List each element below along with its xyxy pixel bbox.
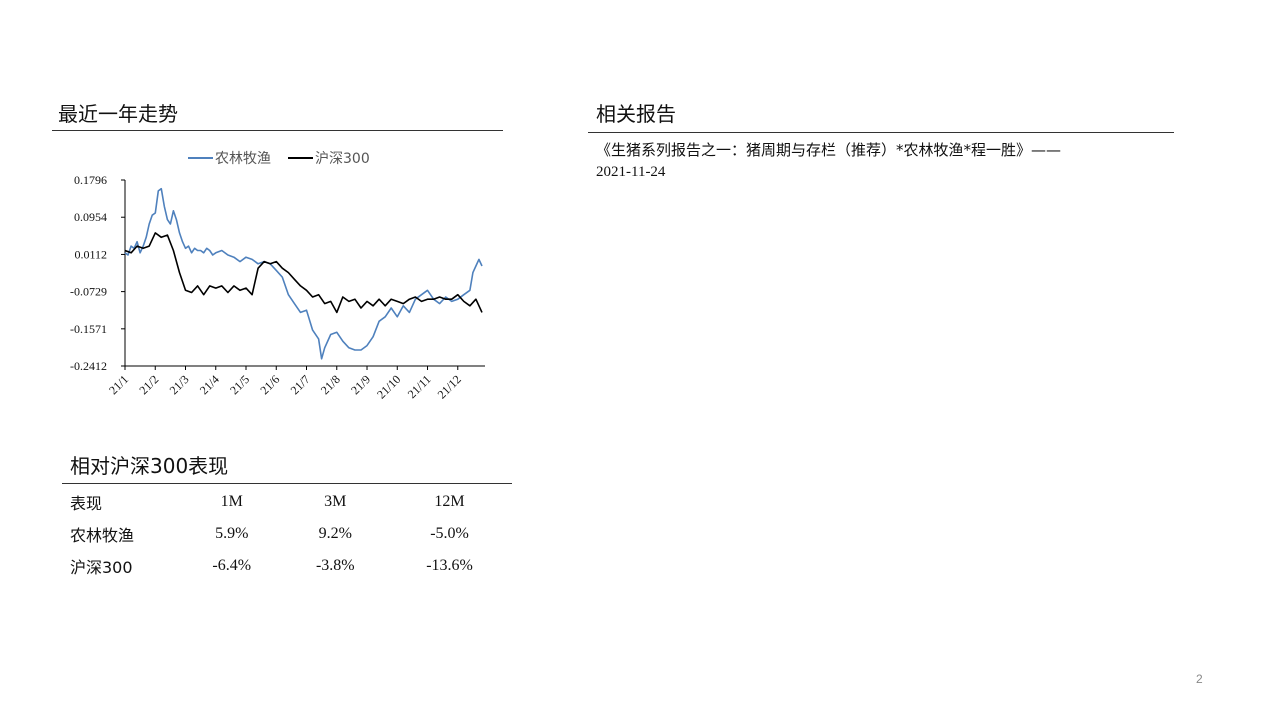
chart-axes: 0.17960.09540.0112-0.0729-0.1571-0.24122… [70, 173, 485, 401]
table-cell: 9.2% [318, 525, 352, 542]
x-tick-label: 21/12 [435, 372, 464, 401]
x-tick-label: 21/9 [348, 372, 373, 397]
table-cell: -5.0% [430, 525, 469, 542]
x-tick-label: 21/11 [405, 372, 434, 401]
series-line-0 [124, 187, 483, 360]
y-tick-label: -0.1571 [70, 322, 107, 336]
table-cell: -6.4% [212, 557, 252, 574]
report-date: 2021-11-24 [596, 164, 666, 180]
reports-title-divider [588, 132, 1174, 133]
y-tick-label: -0.0729 [70, 285, 107, 299]
row-label: 农林牧渔 [70, 526, 135, 545]
relative-performance-divider [62, 483, 512, 484]
trend-chart: 农林牧渔 沪深300 0.1796 0.0954 0.0112 -0.0729 -0.15… [52, 140, 512, 420]
table-cell: -3.8% [315, 557, 355, 574]
page-number: 2 [1196, 672, 1203, 686]
x-tick-label: 21/10 [374, 372, 403, 401]
report-text[interactable]: 《生猪系列报告之一：猪周期与存栏（推荐）*农林牧渔*程一胜》—— [596, 141, 1062, 159]
y-tick-label: -0.2412 [70, 359, 107, 373]
x-tick-label: 21/7 [288, 372, 313, 397]
chart-series-layer [124, 187, 483, 360]
table-row: 沪深300 -6.4% -3.8% -13.6% [62, 550, 512, 582]
table-header-cell: 12M [434, 493, 465, 510]
chart-legend: 农林牧渔 沪深300 [188, 151, 370, 167]
table-header-row: 表现 1M 3M 12M [62, 486, 512, 518]
legend-label: 农林牧渔 [215, 151, 271, 167]
x-tick-label: 21/4 [197, 372, 222, 397]
legend-label: 沪深300 [315, 151, 370, 167]
table-row: 农林牧渔 5.9% 9.2% -5.0% [62, 518, 512, 550]
trend-title-divider [52, 130, 503, 131]
trend-section-title: 最近一年走势 [58, 102, 178, 126]
x-tick-label: 21/8 [318, 372, 343, 397]
trend-chart-svg: 农林牧渔 沪深300 0.1796 0.0954 0.0112 -0.0729 -0.15… [70, 151, 485, 401]
x-tick-label: 21/2 [136, 372, 161, 397]
x-tick-label: 21/1 [106, 372, 131, 397]
row-label: 沪深300 [70, 558, 133, 577]
report-list-item[interactable]: 《生猪系列报告之一：猪周期与存栏（推荐）*农林牧渔*程一胜》—— 2021-11… [596, 140, 1156, 183]
relative-performance-title: 相对沪深300表现 [70, 454, 229, 478]
relative-performance-table: 表现 1M 3M 12M 农林牧渔 5.9% 9.2% -5.0% 沪深300 … [62, 486, 512, 582]
y-tick-label: 0.0954 [74, 210, 107, 224]
table-header-cell: 表现 [70, 494, 103, 513]
y-tick-label: 0.1796 [74, 173, 107, 187]
series-line-1 [124, 232, 483, 314]
table-cell: 5.9% [215, 525, 249, 542]
table-header-cell: 3M [324, 493, 347, 510]
table-header-cell: 1M [220, 493, 243, 510]
reports-section-title: 相关报告 [596, 102, 676, 126]
table-cell: -13.6% [426, 557, 473, 574]
x-tick-label: 21/3 [167, 372, 192, 397]
y-tick-label: 0.0112 [74, 247, 107, 261]
x-tick-label: 21/6 [257, 372, 282, 397]
x-tick-label: 21/5 [227, 372, 252, 397]
